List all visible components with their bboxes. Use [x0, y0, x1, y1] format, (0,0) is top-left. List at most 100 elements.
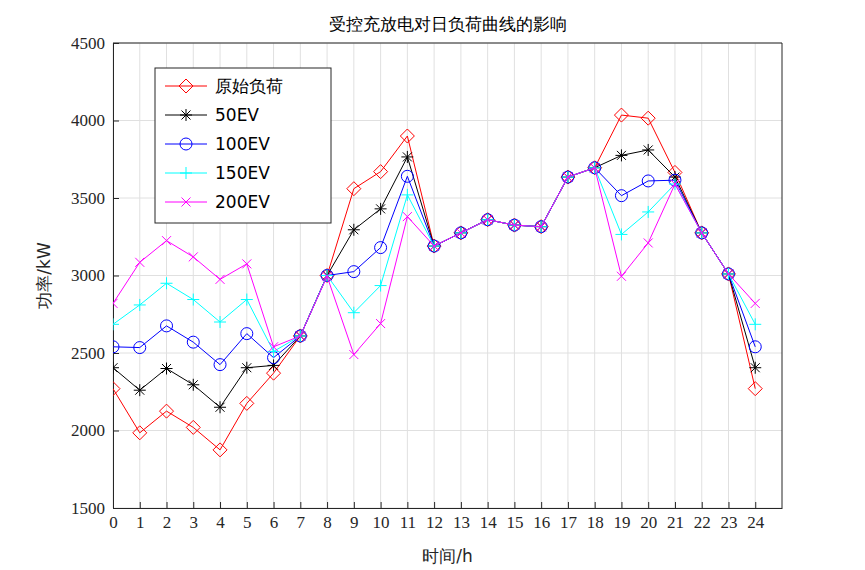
tick-mark — [541, 502, 542, 508]
legend-item: 200EV — [165, 192, 270, 212]
marker — [641, 111, 655, 125]
tick-label: 12 — [426, 513, 443, 532]
legend-label: 原始负荷 — [215, 76, 283, 96]
tick: 1500 — [71, 499, 119, 518]
tick-label: 1500 — [71, 499, 105, 518]
tick-label: 24 — [747, 513, 765, 532]
marker — [482, 214, 494, 226]
marker — [454, 226, 468, 240]
marker — [642, 175, 654, 187]
marker — [749, 362, 761, 374]
tick: 13 — [453, 502, 470, 532]
tick-label: 9 — [350, 513, 359, 532]
marker — [455, 227, 467, 239]
plot-area — [113, 43, 782, 508]
marker — [696, 227, 708, 239]
tick-mark — [648, 502, 649, 508]
marker — [617, 272, 626, 281]
marker — [401, 189, 413, 201]
tick-label: 5 — [243, 513, 252, 532]
marker — [589, 162, 601, 174]
legend-label: 150EV — [215, 163, 270, 183]
tick: 6 — [270, 502, 279, 532]
marker — [161, 320, 173, 332]
marker — [562, 171, 574, 183]
tick-label: 23 — [720, 513, 737, 532]
marker — [751, 299, 760, 308]
tick-mark — [327, 502, 328, 508]
tick-mark — [407, 502, 408, 508]
tick-label: 17 — [560, 513, 578, 532]
marker — [187, 336, 199, 348]
marker — [113, 382, 120, 396]
tick: 16 — [533, 502, 550, 532]
tick: 22 — [694, 502, 711, 532]
marker — [614, 108, 628, 122]
marker — [482, 214, 494, 226]
tick-label: 4 — [216, 513, 225, 532]
tick-mark — [140, 502, 141, 508]
marker — [162, 236, 171, 245]
marker — [430, 242, 439, 251]
tick-label: 3 — [190, 513, 199, 532]
tick-label: 0 — [109, 513, 118, 532]
tick-mark — [381, 502, 382, 508]
marker — [269, 342, 278, 351]
tick-label: 7 — [297, 513, 306, 532]
tick: 2 — [163, 502, 172, 532]
tick: 5 — [243, 502, 252, 532]
tick: 1 — [136, 502, 145, 532]
marker — [482, 214, 494, 226]
marker — [670, 180, 679, 189]
legend-line — [165, 144, 207, 145]
marker — [537, 222, 546, 231]
y-axis: 1500200025003000350040004500 — [71, 34, 119, 518]
x-axis-title: 时间/h — [422, 546, 473, 566]
marker — [268, 359, 280, 371]
tick-mark — [488, 502, 489, 508]
tick-label: 2 — [163, 513, 172, 532]
title: 受控充放电对日负荷曲线的影响 — [329, 14, 567, 34]
marker — [113, 341, 119, 353]
tick: 2500 — [71, 344, 119, 363]
axis-line — [114, 508, 783, 509]
legend-item: 原始负荷 — [165, 76, 283, 96]
marker — [722, 268, 734, 280]
y-grid-line — [113, 275, 782, 276]
marker — [186, 420, 200, 434]
tick-mark — [247, 502, 248, 508]
tick-mark — [113, 431, 119, 432]
marker — [347, 182, 361, 196]
tick-label: 16 — [533, 513, 550, 532]
marker — [374, 165, 388, 179]
marker — [113, 318, 119, 330]
marker — [615, 149, 627, 161]
marker — [376, 319, 385, 328]
legend-item: 150EV — [165, 163, 270, 183]
tick: 15 — [506, 502, 523, 532]
legend: 原始负荷50EV100EV150EV200EV — [155, 68, 331, 223]
tick-mark — [113, 121, 119, 122]
tick-mark — [193, 502, 194, 508]
marker — [455, 227, 467, 239]
tick-label: 19 — [613, 513, 630, 532]
tick: 9 — [350, 502, 359, 532]
tick-label: 3000 — [71, 266, 105, 285]
tick-label: 10 — [373, 513, 390, 532]
tick: 17 — [560, 502, 578, 532]
marker — [481, 213, 495, 227]
marker — [134, 384, 146, 396]
marker — [135, 258, 144, 267]
tick-label: 14 — [480, 513, 498, 532]
marker — [669, 178, 681, 190]
marker — [241, 328, 253, 340]
marker — [510, 221, 519, 230]
tick-label: 21 — [667, 513, 684, 532]
marker — [749, 341, 761, 353]
marker — [696, 227, 708, 239]
tick: 24 — [747, 502, 765, 532]
x-axis: 0123456789101112131415161718192021222324 — [109, 502, 782, 532]
tick-mark — [728, 502, 729, 508]
marker — [748, 382, 762, 396]
marker — [160, 404, 174, 418]
